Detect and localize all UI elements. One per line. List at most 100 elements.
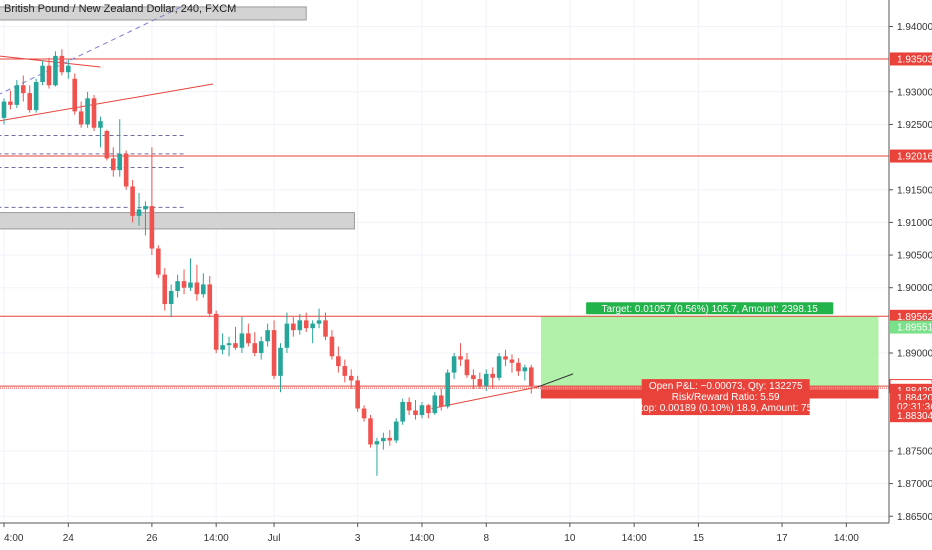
candle [374,441,380,445]
supply-demand-zone [0,212,355,230]
candle [46,65,52,86]
price-axis-bg [889,0,932,550]
candle [33,82,39,111]
time-tick-label: 8 [483,533,489,544]
price-axis: 1.94000 1.93000 1.92500 1.91500 1.91000 1.905… [888,0,932,550]
candle [117,153,123,171]
candle [419,405,425,416]
candle [490,373,495,378]
candle [207,284,213,314]
candle [258,341,264,353]
price-tick-label: 1.91500 [897,185,932,196]
trendline [0,5,185,95]
candle [516,362,521,372]
target-label-bg [586,302,834,315]
price-tag: 1.92016 [897,152,932,163]
candle [98,121,103,128]
candle [336,356,341,367]
price-tag-bg [890,309,932,323]
candle [509,359,515,363]
candle [471,375,476,380]
candles [1,49,534,476]
candle [342,366,348,376]
time-tick-label: 15 [693,533,705,544]
stop-label: Stop: 0.00189 (0.10%) 18.9, Amount: 750 [634,403,818,414]
candle [406,401,412,411]
candle [458,356,463,360]
candle [233,343,238,348]
candle [156,248,161,275]
candle [355,380,360,409]
candle [162,274,168,305]
time-axis: 4:00 24 26 14:00 Jul 3 14:00 8 10 14:00 15 17 14:00 [0,522,932,550]
rr-label: Risk/Reward Ratio: 5.59 [672,392,780,403]
candle [387,437,393,441]
price-tag-bg [890,149,932,163]
price-tag: 1.93503 [897,54,932,65]
candle [175,281,180,291]
candle [104,130,110,159]
price-tick-label: 1.87000 [897,479,932,490]
candle [136,209,142,216]
trendline [0,83,214,122]
candle [252,343,258,353]
candle [149,206,155,249]
price-tag: 1.89551 [897,323,932,334]
candle [348,375,354,381]
candle [201,284,206,295]
candle [53,55,58,86]
price-tag-bg [890,52,932,66]
time-tick-label: 14:00 [622,533,647,544]
candle [381,437,386,442]
price-tick-label: 1.91000 [897,218,932,229]
price-tag: 1.88304 [897,411,932,422]
candle [323,320,328,337]
candle [413,410,418,416]
time-tick-label: 26 [146,533,158,544]
time-tick-label: 14:00 [834,533,859,544]
chart-title: British Pound / New Zealand Dollar, 240,… [4,3,237,15]
candle [226,343,232,346]
candle [496,356,502,378]
candle [426,405,431,414]
candle [393,421,399,441]
candle [246,333,251,344]
time-tick-label: Jul [268,533,281,544]
price-tick-label: 1.94000 [897,22,932,33]
candle [438,395,444,407]
candle [188,282,193,288]
zones [0,6,355,230]
position-labels: Target: 0.01057 (0.56%) 105.7, Amount: 2… [586,302,834,416]
candle [91,98,97,128]
candle [445,372,450,407]
price-tick-label: 1.90000 [897,283,932,294]
candle [361,408,367,419]
candle [40,65,45,83]
price-tick-label: 1.87500 [897,446,932,457]
trendline [537,373,574,388]
price-tick-label: 1.92500 [897,120,932,131]
candle [220,345,225,350]
price-tick-label: 1.93000 [897,87,932,98]
time-tick-label: 24 [63,533,75,544]
candle [503,356,508,360]
time-tick-label: 10 [564,533,576,544]
candle [20,85,26,94]
supply-demand-zone [0,6,307,21]
candle [368,418,373,445]
candle [483,373,489,386]
candle [123,153,129,187]
candle [528,367,534,387]
price-tag: 02:31:36 [897,402,932,413]
candle [143,206,148,210]
candle [271,330,277,376]
price-tag-bg [890,320,932,334]
candle [130,186,135,216]
candle [66,65,71,73]
candle [239,333,245,348]
candle [168,290,174,305]
trendline [0,55,101,68]
pnl-label: Open P&L: −0.00073, Qty: 132275 [649,381,803,392]
candle [14,85,20,105]
